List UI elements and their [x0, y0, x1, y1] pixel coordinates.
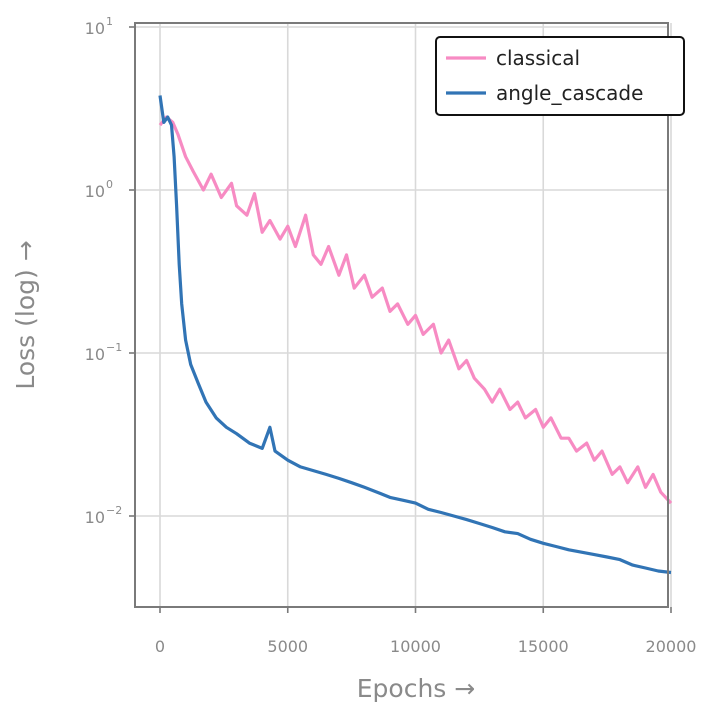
x-tick-label-1: 5000: [267, 637, 308, 656]
series-lines: [158, 95, 673, 575]
legend: classical angle_cascade: [435, 36, 685, 116]
y-tick-exponent-1: 0: [106, 178, 113, 191]
y-tick-exponent-3: −2: [106, 504, 122, 517]
x-axis-label: Epochs →: [357, 674, 475, 703]
y-tick-label-0: 10: [85, 19, 105, 38]
series-line-angle-cascade: [158, 95, 672, 575]
legend-box: [435, 36, 685, 116]
y-axis-label: Loss (log) →: [11, 240, 40, 389]
y-tick-exponent-0: 1: [106, 15, 113, 28]
legend-label-classical: classical: [496, 46, 580, 70]
x-tick-labels: 0 5000 10000 15000 20000: [155, 607, 697, 656]
x-tick-label-0: 0: [155, 637, 165, 656]
x-tick-label-4: 20000: [646, 637, 697, 656]
y-tick-label-1: 10: [85, 182, 105, 201]
grid: [135, 23, 672, 607]
y-tick-label-3: 10: [85, 508, 105, 527]
legend-label-angle-cascade: angle_cascade: [496, 81, 643, 105]
plot-frame: [134, 22, 669, 608]
series-line-classical: [158, 115, 673, 505]
x-tick-label-3: 15000: [518, 637, 569, 656]
x-tick-label-2: 10000: [390, 637, 441, 656]
y-tick-exponent-2: −1: [106, 341, 122, 354]
y-tick-label-2: 10: [85, 345, 105, 364]
